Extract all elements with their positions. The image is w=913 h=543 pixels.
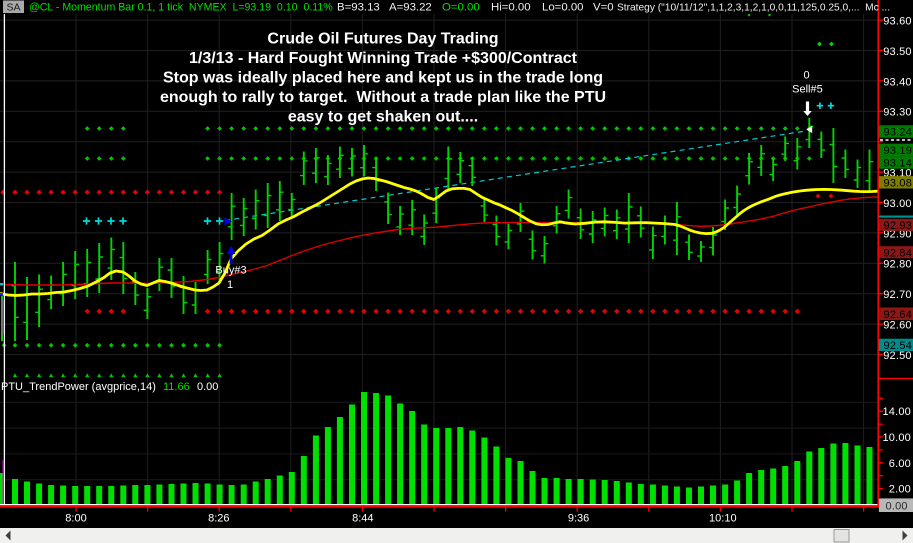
svg-text:93.30: 93.30 [883, 107, 912, 119]
svg-text:93.00: 93.00 [883, 198, 912, 210]
svg-text:92.84: 92.84 [884, 247, 913, 259]
svg-text:Stop was ideally placed here a: Stop was ideally placed here and kept us… [163, 70, 603, 87]
svg-text:0.00: 0.00 [197, 381, 218, 393]
svg-text:93.24: 93.24 [884, 127, 913, 139]
svg-text:9:36: 9:36 [568, 513, 589, 525]
svg-text:92.93: 92.93 [884, 220, 913, 232]
svg-text:2.00: 2.00 [889, 484, 911, 496]
svg-text:A=93.22: A=93.22 [389, 2, 432, 14]
svg-text:B=93.13: B=93.13 [337, 2, 380, 14]
svg-text:92.50: 92.50 [883, 350, 912, 362]
svg-text:1/3/13 - Hard Fought Winning T: 1/3/13 - Hard Fought Winning Trade +$300… [189, 50, 578, 67]
svg-text:SA: SA [6, 2, 20, 14]
svg-text:Hi=0.00: Hi=0.00 [491, 2, 531, 14]
svg-text:0: 0 [804, 70, 810, 82]
svg-text:8:26: 8:26 [208, 513, 229, 525]
svg-text:11.66: 11.66 [163, 381, 190, 393]
svg-text:O=0.00: O=0.00 [442, 2, 480, 14]
svg-text:14.00: 14.00 [882, 406, 911, 418]
svg-text:PTU_TrendPower (avgprice,14): PTU_TrendPower (avgprice,14) [1, 381, 156, 393]
svg-text:10:10: 10:10 [709, 513, 737, 525]
svg-text:Sell#5: Sell#5 [792, 83, 823, 95]
svg-text:V=0: V=0 [593, 2, 614, 14]
svg-text:Strategy ("10/11/12",1,1,2,3,1: Strategy ("10/11/12",1,1,2,3,1,2,1,0,0,1… [617, 3, 890, 14]
svg-text:92.90: 92.90 [883, 228, 912, 240]
svg-text:93.40: 93.40 [883, 76, 912, 88]
svg-text:@CL - Momentum Bar 0.1, 1 tick: @CL - Momentum Bar 0.1, 1 tick NYMEX L=9… [29, 2, 333, 14]
svg-text:1: 1 [227, 279, 233, 291]
svg-text:0.00: 0.00 [886, 501, 908, 513]
svg-text:8:44: 8:44 [352, 513, 373, 525]
svg-text:Lo=0.00: Lo=0.00 [542, 2, 584, 14]
svg-text:93.08: 93.08 [884, 177, 913, 189]
svg-text:93.19: 93.19 [884, 145, 913, 157]
svg-text:93.14: 93.14 [884, 158, 913, 170]
svg-text:enough to rally to target. Wi: enough to rally to target. Without a tra… [160, 89, 606, 106]
svg-text:93.60: 93.60 [883, 16, 912, 28]
svg-text:92.60: 92.60 [883, 320, 912, 332]
svg-text:Crude Oil Futures Day Trading: Crude Oil Futures Day Trading [267, 31, 498, 48]
svg-text:8:00: 8:00 [65, 513, 86, 525]
svg-text:easy to get shaken out....: easy to get shaken out.... [288, 109, 478, 126]
svg-text:93.50: 93.50 [883, 46, 912, 58]
svg-text:6.00: 6.00 [889, 458, 911, 470]
svg-text:92.64: 92.64 [884, 309, 913, 321]
svg-text:10.00: 10.00 [882, 432, 911, 444]
svg-text:92.70: 92.70 [883, 289, 912, 301]
svg-text:Buy#3: Buy#3 [215, 265, 246, 277]
svg-text:92.80: 92.80 [883, 259, 912, 271]
svg-text:92.54: 92.54 [884, 340, 913, 352]
